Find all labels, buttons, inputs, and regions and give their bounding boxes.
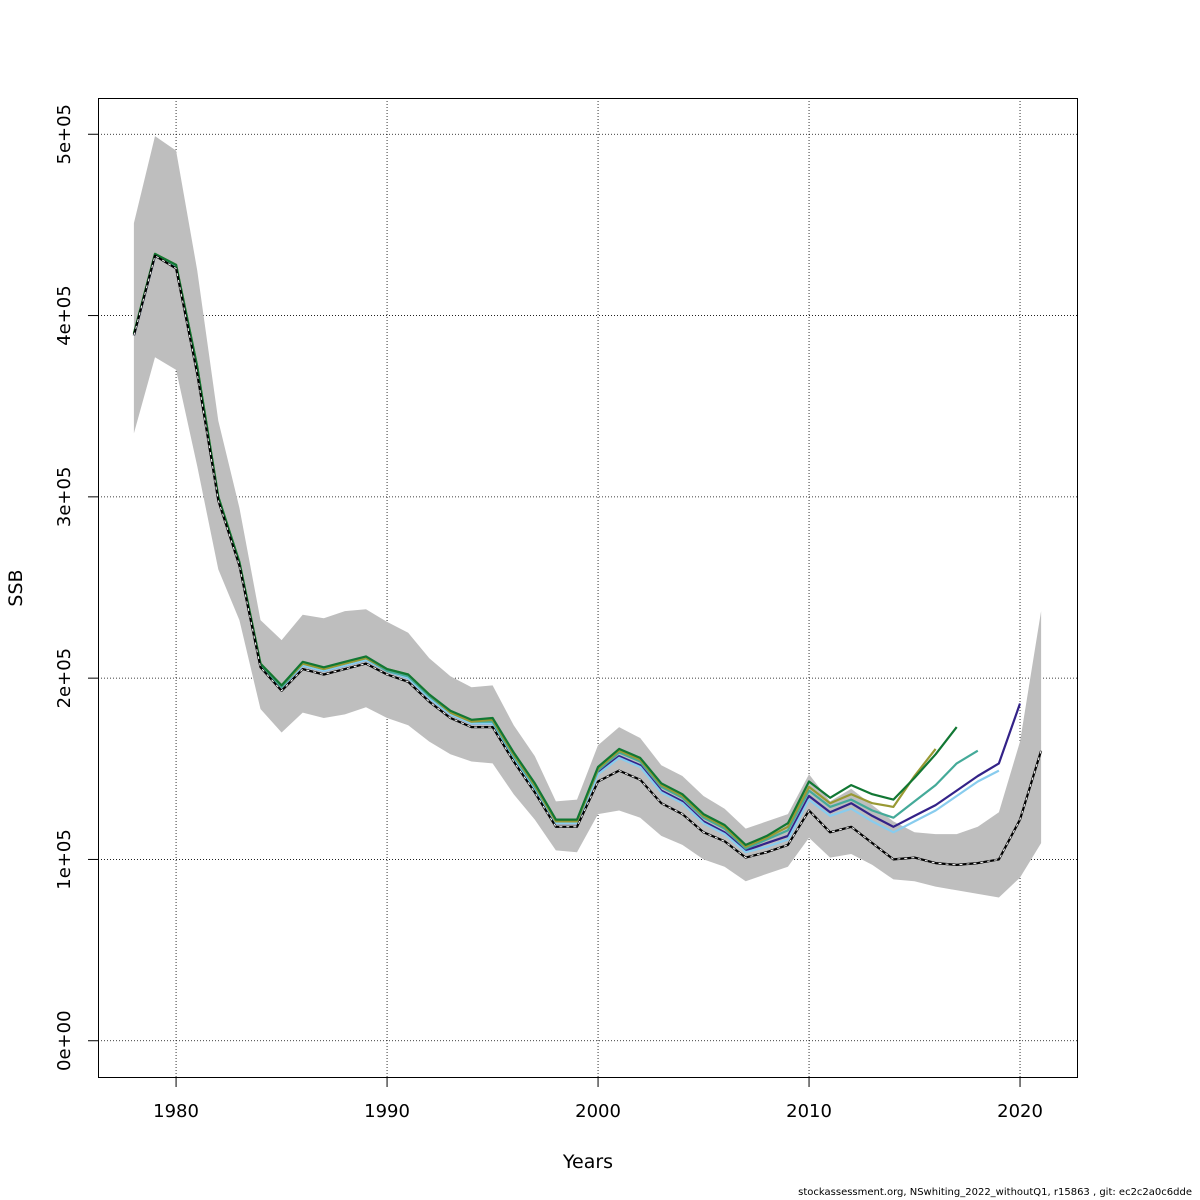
- series-lines: [132, 252, 1043, 867]
- x-tick-label: 2010: [786, 1101, 832, 1122]
- confidence-band: [133, 136, 1042, 898]
- plot-frame: [98, 98, 1078, 1078]
- x-tick-label: 1990: [364, 1101, 410, 1122]
- series-line-dash: [133, 254, 1042, 866]
- series-line: [132, 252, 958, 847]
- y-tick-label: 5e+05: [54, 104, 75, 165]
- x-tick-label: 2000: [575, 1101, 621, 1122]
- y-axis-title: SSB: [5, 569, 27, 606]
- series-line: [132, 254, 1022, 852]
- x-tick-label: 1980: [153, 1101, 199, 1122]
- series-line: [132, 254, 1000, 854]
- x-axis: 1980 1990 2000 2010 2020: [153, 1077, 1043, 1122]
- series-line: [132, 252, 979, 850]
- y-tick-label: 1e+05: [54, 829, 75, 890]
- x-tick-label: 2020: [997, 1101, 1043, 1122]
- y-axis: 0e+00 1e+05 2e+05 3e+05 4e+05 5e+05: [54, 104, 98, 1071]
- y-tick-label: 4e+05: [54, 285, 75, 346]
- x-axis-title: Years: [562, 1151, 613, 1173]
- confidence-band-area: [133, 136, 1042, 898]
- grid-lines: [98, 98, 1077, 1077]
- y-tick-label: 2e+05: [54, 648, 75, 709]
- y-tick-label: 3e+05: [54, 467, 75, 528]
- footer-caption: stockassessment.org, NSwhiting_2022_with…: [798, 1187, 1192, 1198]
- y-tick-label: 0e+00: [54, 1010, 75, 1071]
